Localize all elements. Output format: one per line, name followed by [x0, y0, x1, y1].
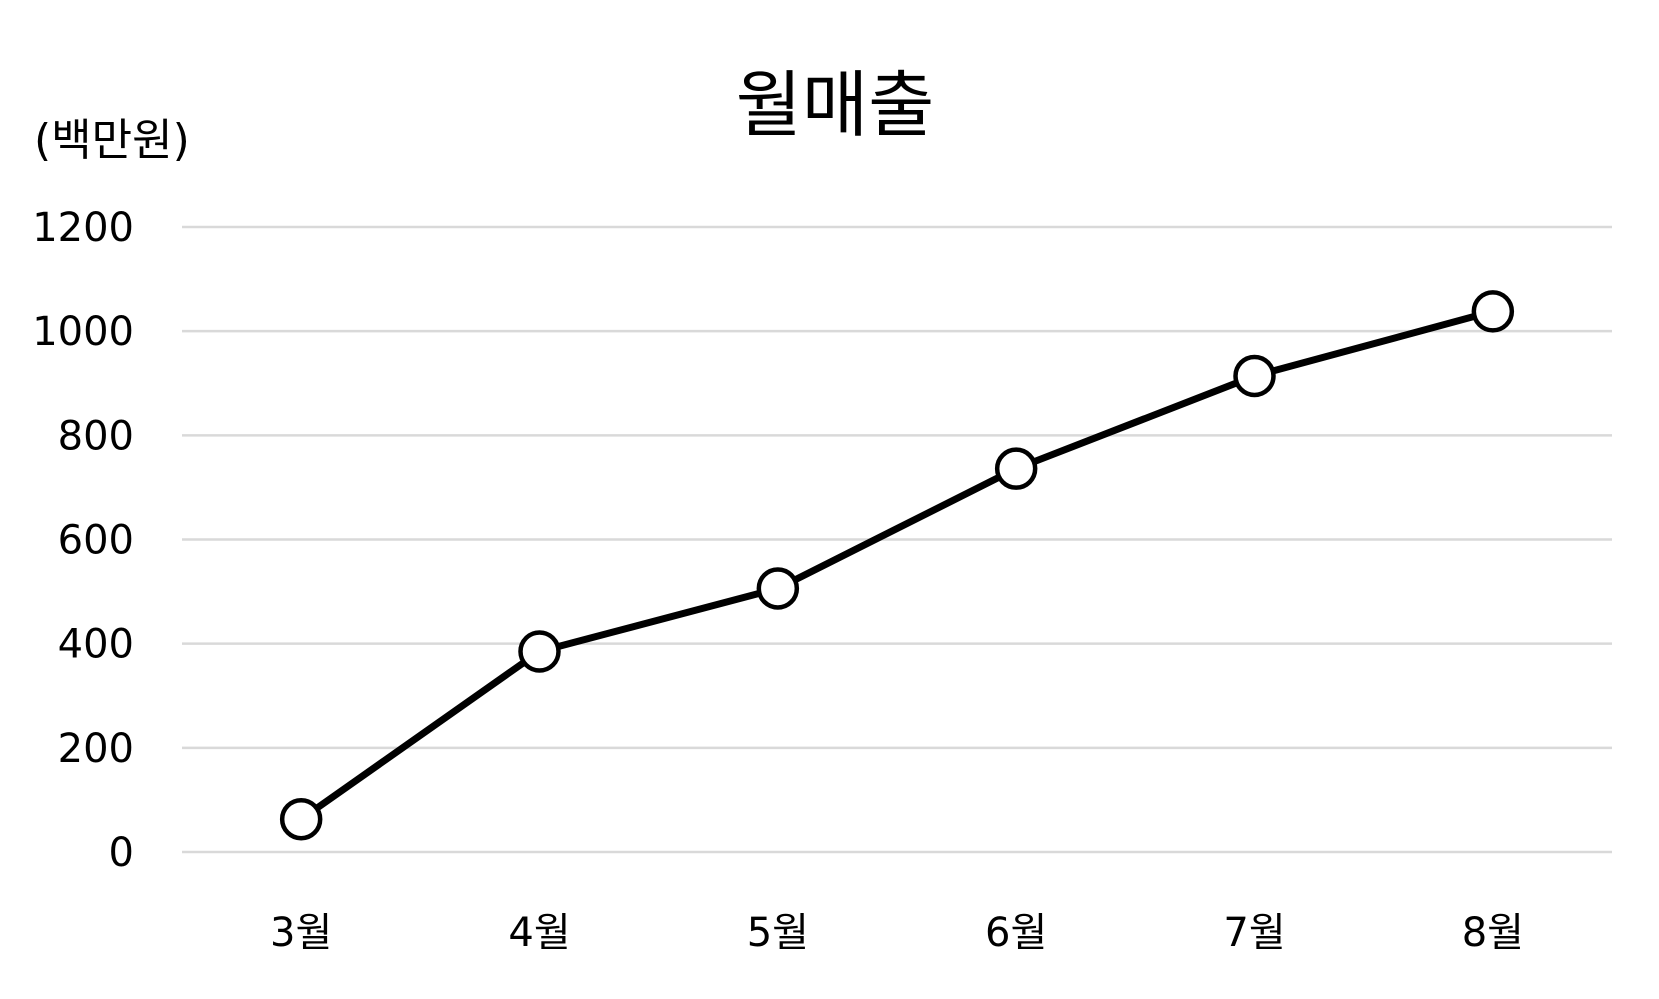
x-tick-label: 8월: [1462, 910, 1524, 956]
x-tick-label: 3월: [270, 910, 332, 956]
y-tick-label: 800: [58, 413, 134, 459]
y-tick-label: 600: [58, 518, 134, 564]
series-layer: [279, 290, 1515, 841]
data-point: [1471, 290, 1515, 333]
data-point: [994, 447, 1038, 490]
data-point: [756, 567, 800, 610]
x-tick-label: 7월: [1223, 910, 1285, 956]
data-point: [518, 630, 561, 673]
y-tick-label: 1000: [32, 309, 134, 355]
y-axis-tick-labels: 0 200 400 600 800 1000 1200: [32, 205, 134, 876]
data-point: [1233, 354, 1276, 398]
chart-title: 월매출: [736, 63, 935, 147]
y-tick-label: 400: [58, 622, 134, 668]
data-point: [279, 797, 323, 841]
y-tick-label: 200: [58, 726, 134, 772]
y-axis-unit-label: (백만원): [34, 115, 190, 166]
y-tick-label: 1200: [32, 205, 134, 251]
x-tick-label: 6월: [985, 910, 1047, 956]
y-tick-label: 0: [109, 830, 134, 876]
x-axis-tick-labels: 3월 4월 5월 6월 7월 8월: [270, 910, 1524, 956]
x-tick-label: 4월: [508, 910, 570, 956]
x-tick-label: 5월: [747, 910, 809, 956]
series-line: [297, 307, 1497, 823]
gridlines: [182, 225, 1612, 854]
